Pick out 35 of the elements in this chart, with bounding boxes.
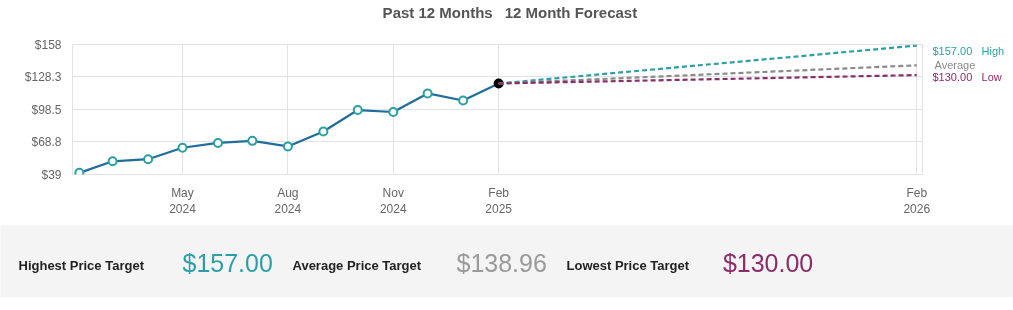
- point: [318, 126, 329, 137]
- data-label: $130.00: [932, 71, 973, 84]
- point: [458, 95, 469, 106]
- y-tick-label: $98.5: [31, 102, 62, 117]
- point: [177, 142, 188, 153]
- x-tick-label: Feb 2025: [485, 185, 513, 217]
- point: [143, 154, 154, 165]
- x-tick-label: Aug 2024: [274, 185, 302, 217]
- y-tick-label: $39: [41, 167, 62, 182]
- point: [107, 156, 118, 167]
- point: [212, 137, 223, 148]
- y-tick-label: $158: [34, 37, 62, 52]
- point: [352, 105, 363, 116]
- text: Highest Price Target: [18, 258, 145, 273]
- series-label: Average: [934, 59, 976, 72]
- point: [388, 107, 399, 117]
- y-tick-label: $68.8: [31, 134, 62, 149]
- text: $130.00: [722, 248, 814, 277]
- x-tick-label: May 2024: [169, 185, 197, 217]
- x-tick-label: Feb 2026: [903, 185, 931, 217]
- data-label: $157.00: [932, 44, 973, 57]
- x-tick-label: Nov 2024: [379, 185, 407, 217]
- chart-title: Past 12 Months: [382, 4, 493, 21]
- point: [422, 88, 433, 99]
- text: Low: [981, 71, 1002, 84]
- text: $157.00: [182, 248, 273, 277]
- point: [282, 141, 293, 152]
- text: Average Price Target: [292, 258, 422, 273]
- y-tick-label: $128.3: [24, 69, 62, 84]
- point: [247, 135, 258, 146]
- text: High: [981, 44, 1005, 57]
- point: [74, 167, 85, 175]
- chart-subtitle: 12 Month Forecast: [504, 4, 638, 21]
- text: $138.96: [456, 248, 547, 277]
- text: Lowest Price Target: [566, 258, 690, 273]
